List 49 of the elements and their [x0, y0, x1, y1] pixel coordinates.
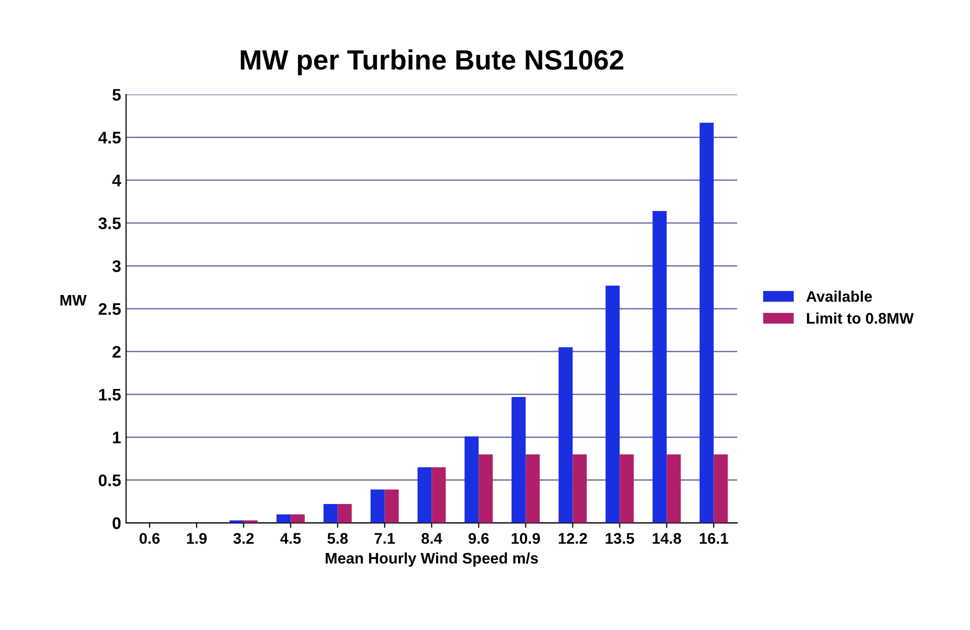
bar [418, 467, 432, 523]
bar [700, 122, 714, 523]
bar [620, 454, 634, 523]
legend-label: Limit to 0.8MW [806, 312, 914, 324]
bar [512, 396, 526, 523]
bar [338, 504, 352, 523]
bar [464, 436, 479, 523]
y-tick-label: 1 [113, 432, 121, 444]
bar [432, 467, 446, 523]
bar [558, 347, 573, 523]
legend-label: Available [806, 290, 872, 302]
bar [290, 514, 305, 523]
x-tick-label: 16.1 [700, 533, 728, 544]
bar [714, 454, 728, 523]
bar [606, 286, 620, 523]
x-tick-label: 4.5 [280, 533, 301, 544]
bar [526, 454, 540, 523]
x-tick-label: 0.6 [140, 533, 160, 544]
x-tick-label: 1.9 [186, 533, 207, 544]
y-tick-label: 3.5 [98, 217, 121, 230]
bar [666, 454, 681, 523]
y-tick-label: 4.5 [98, 132, 121, 144]
x-tick-label: 12.2 [558, 533, 587, 544]
y-axis-title: MW [60, 295, 87, 306]
x-tick-label: 10.9 [512, 533, 540, 544]
x-axis-title: Mean Hourly Wind Speed m/s [326, 552, 538, 567]
y-tick-label: 1.5 [99, 388, 121, 401]
x-tick-label: 3.2 [233, 533, 254, 544]
bar [572, 454, 587, 523]
bar [324, 504, 338, 523]
x-tick-label: 14.8 [652, 533, 682, 544]
y-tick-label: 0.5 [98, 474, 121, 486]
chart-title: MW per Turbine Bute NS1062 [240, 49, 624, 76]
x-tick-label: 7.1 [374, 533, 395, 544]
bar [276, 514, 291, 523]
y-tick-label: 2 [112, 346, 121, 358]
x-tick-label: 5.8 [327, 533, 348, 544]
x-tick-label: 8.4 [422, 533, 442, 544]
y-tick-label: 0 [112, 517, 121, 530]
bar [652, 211, 667, 523]
x-tick-label: 9.6 [468, 533, 489, 544]
bar [384, 489, 399, 523]
y-tick-label: 4 [112, 174, 122, 186]
x-tick-label: 13.5 [606, 533, 634, 544]
bar [478, 454, 493, 523]
y-tick-label: 3 [112, 260, 121, 272]
bar [370, 489, 385, 523]
y-tick-label: 5 [112, 89, 121, 101]
y-tick-label: 2.5 [98, 303, 121, 315]
